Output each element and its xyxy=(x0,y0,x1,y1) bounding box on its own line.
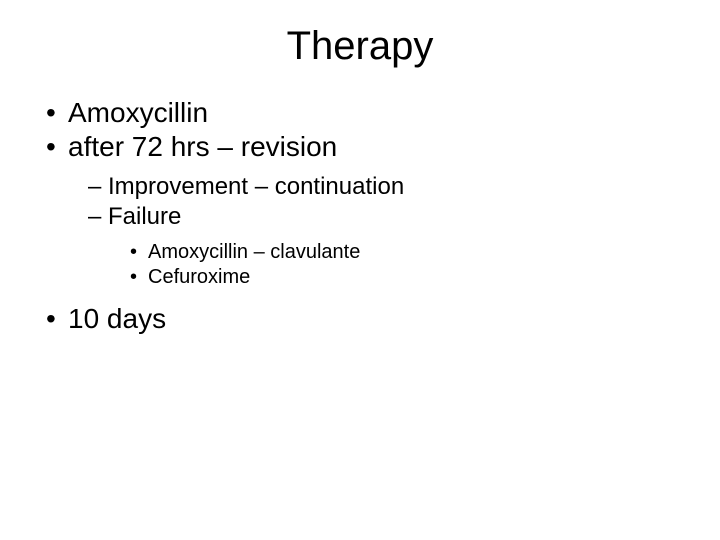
bullet-lvl1: after 72 hrs – revision xyxy=(40,131,680,163)
slide: Therapy Amoxycillin after 72 hrs – revis… xyxy=(0,0,720,540)
slide-title: Therapy xyxy=(40,24,680,69)
bullet-lvl3: Amoxycillin – clavulante xyxy=(40,241,680,264)
bullet-lvl2: Improvement – continuation xyxy=(40,173,680,201)
bullet-lvl1: Amoxycillin xyxy=(40,97,680,129)
bullet-lvl2: Failure xyxy=(40,203,680,231)
bullet-lvl3: Cefuroxime xyxy=(40,266,680,289)
bullet-lvl1: 10 days xyxy=(40,303,680,335)
